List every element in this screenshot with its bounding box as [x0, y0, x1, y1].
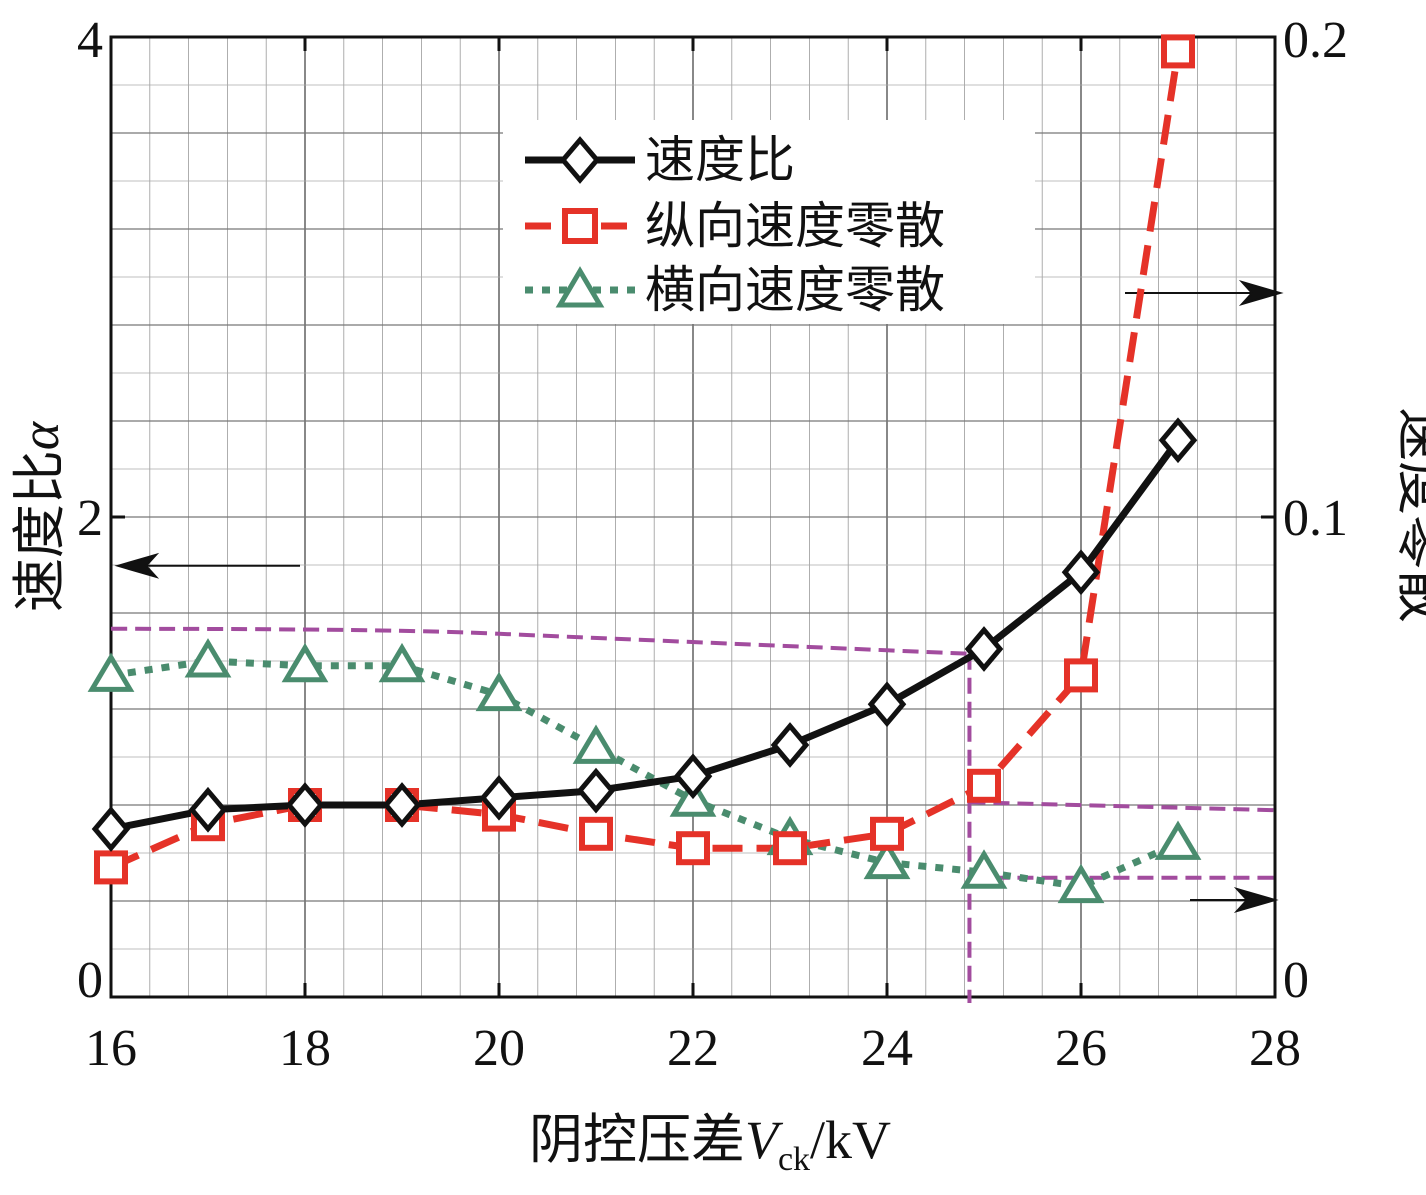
x-tick-label: 20	[473, 1020, 525, 1077]
reference-line-longitudinal	[969, 800, 1276, 813]
series-point-1	[773, 831, 807, 866]
y-left-tick-label: 2	[77, 490, 103, 547]
series-point-2	[960, 849, 1008, 889]
reference-lines	[110, 626, 1276, 1003]
reference-line-speed-ratio	[110, 626, 970, 656]
x-tick-label: 18	[279, 1020, 331, 1077]
series-point-0	[1061, 549, 1101, 596]
x-tick-label: 24	[861, 1020, 913, 1077]
x-tick-label: 22	[667, 1020, 719, 1077]
y-right-tick-label: 0.1	[1283, 490, 1348, 547]
y-left-axis-title: 速度比α	[8, 420, 71, 612]
arrow-right-indicator-head	[1238, 280, 1284, 306]
series-point-0	[1158, 417, 1198, 464]
series-point-2	[572, 724, 620, 764]
series-point-1	[967, 768, 1001, 803]
x-tick-label: 26	[1055, 1020, 1107, 1077]
series-point-0	[964, 626, 1004, 672]
series-point-2	[1154, 820, 1202, 860]
y-right-tick-label: 0.2	[1283, 12, 1348, 69]
arrow-left-indicator-head	[114, 552, 160, 579]
series-point-1	[94, 850, 128, 885]
series-point-1	[1064, 658, 1098, 693]
series-point-1	[1161, 34, 1195, 69]
series-point-2	[281, 642, 329, 683]
series-point-0	[673, 753, 713, 800]
series-point-0	[576, 767, 616, 814]
legend-label-1: 纵向速度零散	[645, 197, 945, 255]
arrow-right-indicator-head	[1233, 887, 1279, 913]
legend-marker-2	[555, 266, 605, 308]
x-axis-title: 阴控压差Vck/kV	[529, 1108, 891, 1178]
y-right-axis-title: 速度零散	[1391, 407, 1426, 623]
series-point-2	[1057, 863, 1105, 904]
legend-marker-0	[559, 136, 601, 184]
series-point-1	[870, 816, 904, 851]
ticks	[109, 35, 1277, 999]
series-point-0	[770, 722, 810, 768]
series-point-2	[475, 671, 523, 712]
legend-label-2: 横向速度零散	[645, 261, 945, 319]
series-point-2	[184, 638, 232, 678]
x-tick-label: 28	[1249, 1020, 1301, 1077]
series-point-1	[676, 831, 710, 866]
series-point-0	[188, 786, 228, 833]
x-tick-label: 16	[85, 1020, 137, 1077]
series-point-0	[91, 806, 131, 852]
series-point-2	[863, 839, 911, 880]
series-point-0	[285, 782, 325, 828]
y-left-tick-label: 0	[77, 952, 103, 1009]
series-point-0	[867, 681, 907, 728]
series-point-0	[479, 774, 519, 821]
y-left-tick-label: 4	[77, 12, 103, 69]
legend-marker-1	[562, 208, 598, 244]
axis-arrows	[114, 280, 1284, 913]
series-point-2	[378, 642, 426, 683]
series-point-2	[87, 652, 135, 692]
series-point-0	[382, 782, 422, 828]
y-right-tick-label: 0	[1283, 952, 1309, 1009]
legend-label-0: 速度比	[645, 131, 795, 189]
series-point-1	[579, 816, 613, 851]
